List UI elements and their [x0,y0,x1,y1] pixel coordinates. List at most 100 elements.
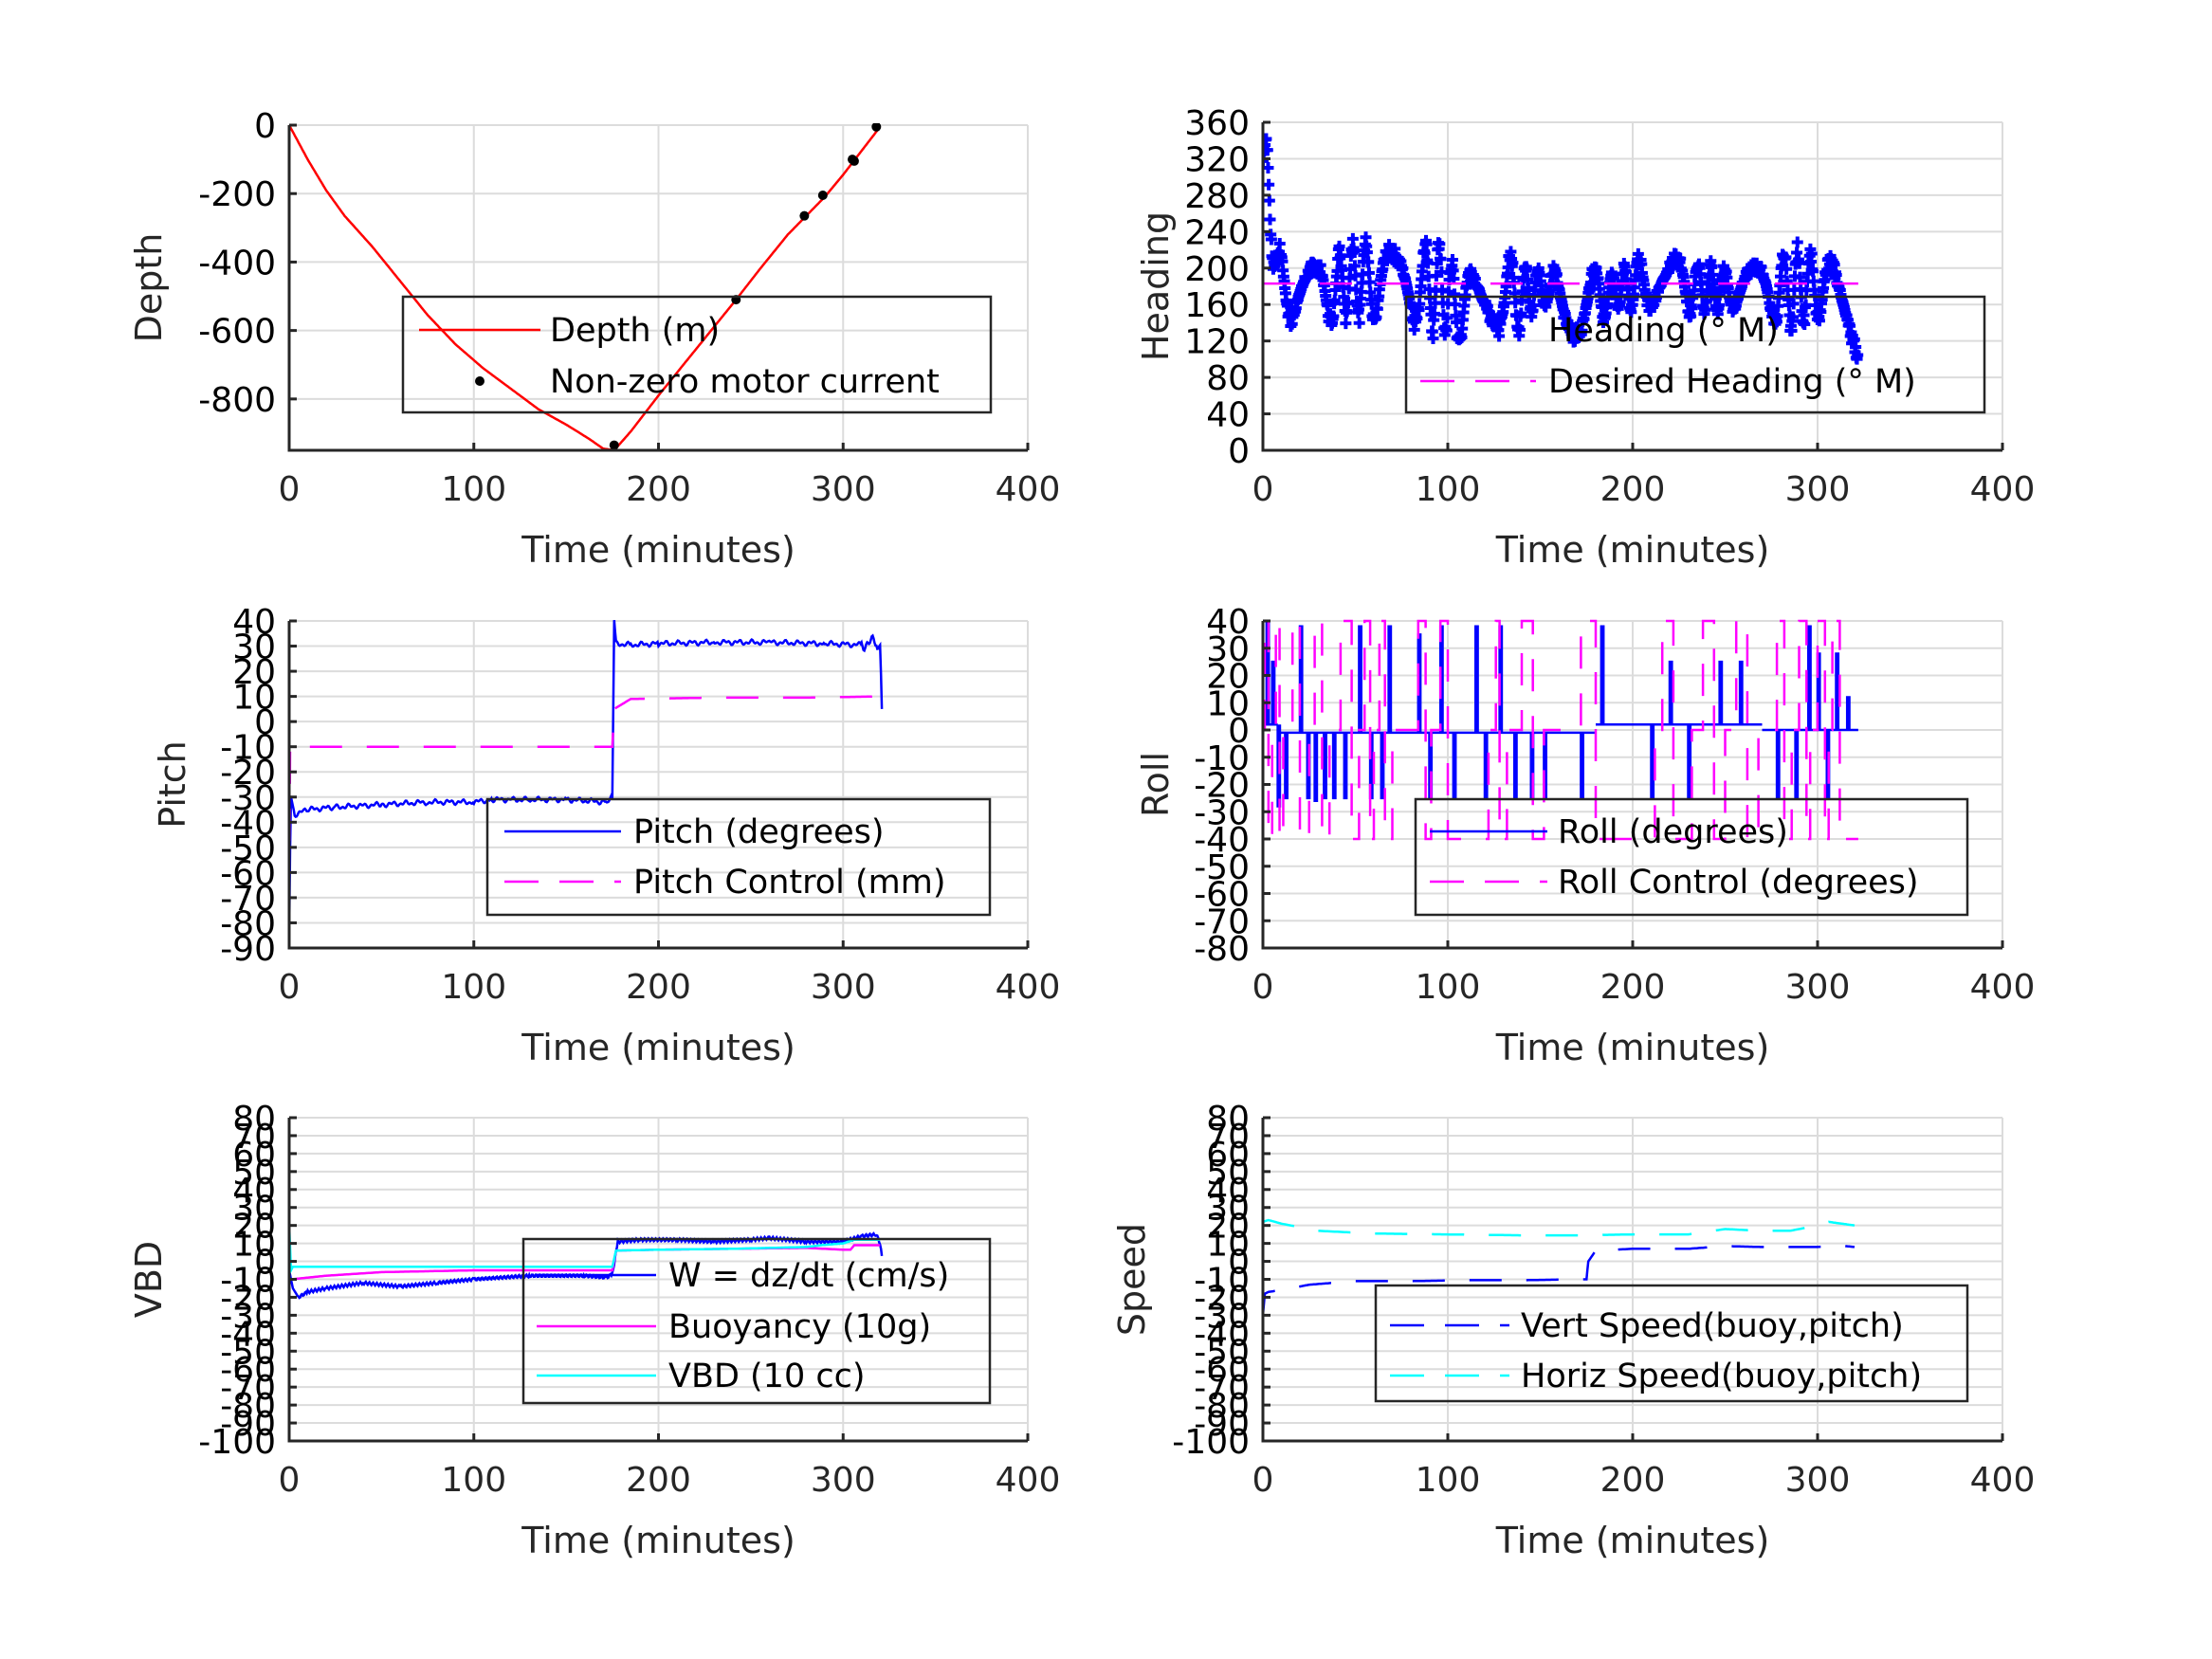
heading-marker [1493,330,1506,342]
heading-marker [1264,213,1276,226]
series-pitch-control-mm [289,695,881,898]
x-tick-label: 400 [1970,968,2036,1007]
heading-marker [1674,252,1687,264]
heading-marker [1442,285,1454,298]
heading-marker [1263,155,1269,167]
x-tick-label: 400 [996,1461,1061,1500]
y-tick-label: 30 [1206,630,1250,669]
series-vert-speed-buoy-pitch [1263,1244,1856,1316]
x-tick-label: 200 [626,470,691,509]
x-tick-label: 0 [1252,1461,1274,1500]
heading-marker [1446,254,1458,266]
heading-marker [1451,317,1463,329]
y-tick-label: -70 [1194,1369,1250,1408]
motor-current-marker [799,210,810,221]
x-tick-label: 100 [441,470,506,509]
y-tick-label: -100 [198,1423,276,1462]
motor-current-marker [609,440,619,450]
legend-box [485,797,992,917]
heading-marker [1361,246,1373,259]
y-axis-label: Speed [1111,1223,1153,1336]
y-tick-label: 0 [1228,1244,1250,1283]
heading-marker [1521,263,1533,275]
y-tick-label: -60 [220,854,276,893]
y-tick-label: 60 [1206,1136,1250,1175]
y-tick-label: -50 [220,1333,276,1372]
heading-marker [1353,317,1365,329]
heading-marker [1850,340,1862,353]
legend-label: Pitch Control (mm) [633,864,945,902]
heading-marker [1420,238,1433,250]
y-tick-label: -800 [198,381,276,420]
heading-marker [1314,259,1326,271]
legend-label: Pitch (degrees) [633,813,885,851]
y-tick-label: -70 [220,880,276,919]
heading-marker [1527,299,1540,311]
y-tick-label: 80 [232,1100,276,1139]
heading-marker [1786,311,1799,323]
y-tick-label: -10 [220,1262,276,1301]
legend: Pitch (degrees) Pitch Control (mm) [485,797,992,917]
x-tick-label: 300 [811,968,876,1007]
y-tick-label: 20 [1206,1208,1250,1247]
legend-label: Non-zero motor current [550,363,940,401]
x-tick-label: 0 [279,470,301,509]
x-axis-label: Time (minutes) [521,529,795,571]
heading-marker [1348,246,1361,258]
y-tick-label: -80 [1194,930,1250,969]
legend-label: Heading (° M) [1548,312,1779,350]
y-tick-label: 280 [1184,177,1250,216]
heading-marker [1440,324,1453,337]
x-axis-label: Time (minutes) [1495,529,1770,571]
series-group [1263,619,1858,841]
legend-label: Horiz Speed(buoy,pitch) [1521,1358,1922,1395]
y-tick-label: 20 [1206,658,1250,697]
series-depth-m [289,124,882,452]
y-tick-label: -50 [1194,1333,1250,1372]
x-tick-label: 400 [996,968,1061,1007]
y-tick-label: -80 [1194,1387,1250,1426]
legend-label: Vert Speed(buoy,pitch) [1521,1307,1904,1345]
y-axis-label: Depth [128,233,170,343]
legend-label: Roll (degrees) [1558,813,1788,851]
legend-label: Depth (m) [550,312,720,350]
x-tick-label: 200 [1600,1461,1666,1500]
y-tick-label: -30 [1194,1297,1250,1336]
heading-marker [1435,253,1447,265]
heading-marker [1515,307,1527,319]
series-group [289,123,882,452]
heading-marker [1771,310,1783,322]
heading-marker [1780,251,1792,264]
series-horiz-speed-buoy-pitch [1263,1218,1856,1237]
y-tick-label: -30 [220,1297,276,1336]
motor-current-marker [817,191,828,201]
y-tick-label: 70 [1206,1118,1250,1157]
heading-marker [1427,333,1439,345]
x-tick-label: 300 [811,470,876,509]
heading-marker [1441,312,1453,324]
y-tick-label: -50 [220,830,276,868]
y-axis-label: Roll [1135,752,1177,817]
x-tick-label: 0 [279,968,301,1007]
legend-box [521,1237,992,1405]
heading-marker [1263,178,1275,191]
y-tick-label: -400 [198,244,276,283]
y-tick-label: 60 [232,1136,276,1175]
y-tick-label: 10 [1206,1226,1250,1265]
heading-marker [1340,318,1352,330]
y-tick-label: -40 [1194,821,1250,860]
y-tick-label: -20 [1194,767,1250,806]
y-tick-label: 70 [232,1118,276,1157]
y-tick-label: -10 [1194,1262,1250,1301]
x-tick-label: 300 [1785,1461,1851,1500]
heading-marker [1713,299,1726,311]
legend: W = dz/dt (cm/s) Buoyancy (10g) VBD (10 cc… [521,1237,992,1405]
chart-pitch: 0 100 200 300 400403020100-10-20-30-40-50-60… [152,603,1060,1068]
x-axis-label: Time (minutes) [1495,1027,1770,1068]
series-roll-control-degrees [1263,619,1858,841]
x-axis-label: Time (minutes) [1495,1520,1770,1561]
y-tick-label: -10 [1194,739,1250,778]
chart-roll: 0 100 200 300 400403020100-10-20-30-40-50-60… [1135,603,2035,1068]
legend-label: W = dz/dt (cm/s) [668,1257,949,1295]
y-tick-label: -70 [1194,902,1250,941]
